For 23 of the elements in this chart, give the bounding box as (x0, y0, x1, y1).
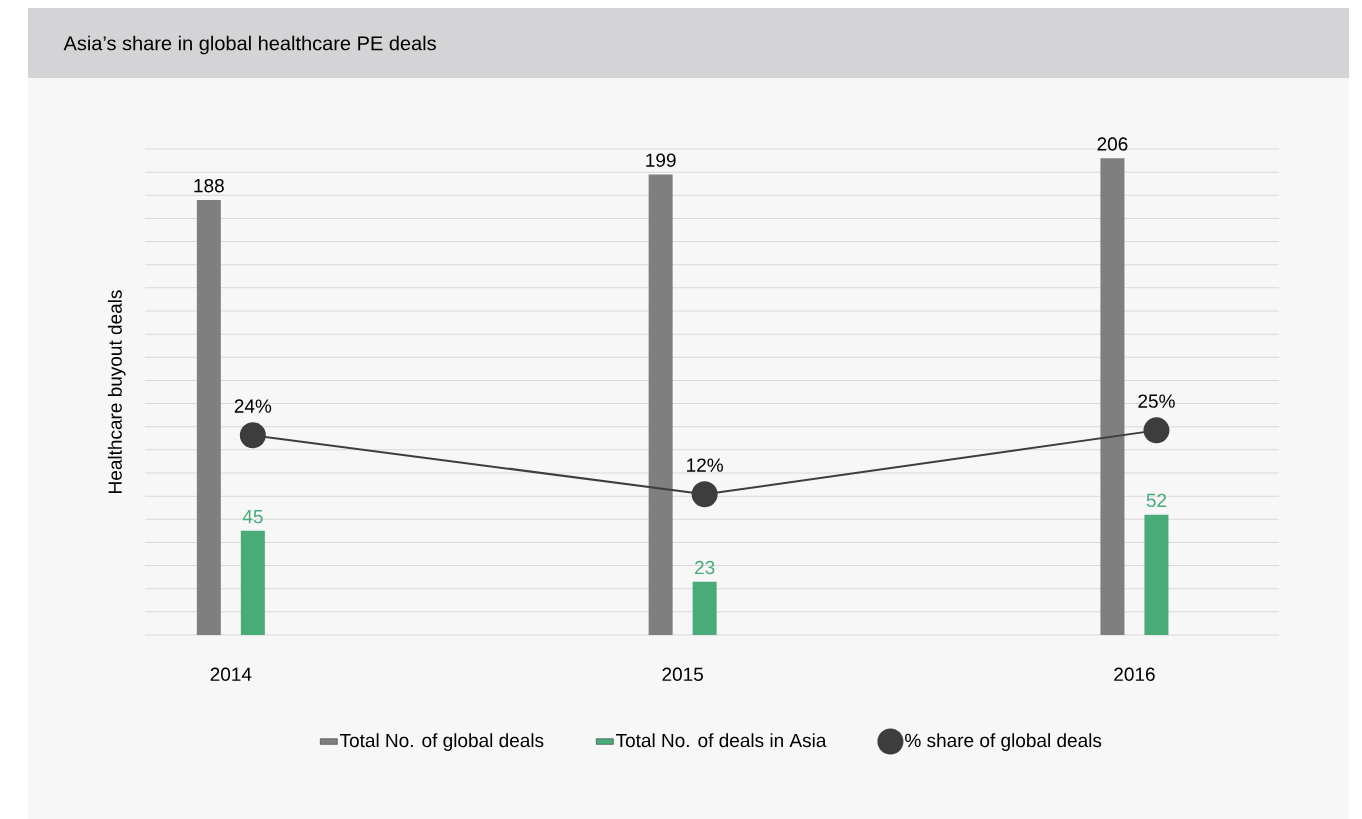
bar (240, 530, 265, 635)
legend-label: % share of global deals (905, 733, 1102, 751)
data-label: 25% (1138, 394, 1175, 408)
data-label: 24% (234, 399, 272, 413)
data-label: 12% (687, 458, 723, 472)
data-label: 206 (1097, 137, 1128, 151)
x-tick-label: 2016 (1114, 667, 1155, 681)
chart-title: Asia’s share in global healthcare PE deals (63, 35, 436, 55)
bar (692, 581, 717, 635)
y-axis-title: Healthcare buyout deals (107, 290, 126, 493)
bar (1144, 514, 1169, 635)
bar (196, 199, 221, 635)
bar (1100, 158, 1125, 635)
data-label: 52 (1146, 493, 1167, 508)
legend-label: Total No. of global deals (339, 733, 544, 751)
bar (648, 174, 673, 635)
x-tick-label: 2015 (662, 667, 703, 681)
data-label: 45 (242, 510, 263, 524)
legend-label: Total No. of deals in Asia (615, 733, 827, 748)
data-label: 23 (695, 560, 715, 575)
x-tick-label: 2014 (210, 667, 252, 681)
data-label: 199 (646, 153, 676, 167)
data-label: 188 (194, 178, 224, 193)
